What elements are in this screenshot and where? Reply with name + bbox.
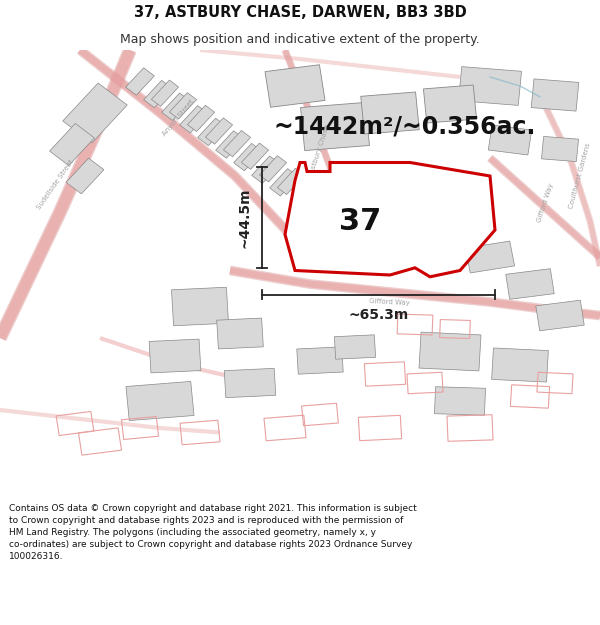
Polygon shape — [541, 136, 578, 162]
Polygon shape — [458, 67, 521, 106]
Polygon shape — [197, 118, 226, 146]
Polygon shape — [361, 92, 419, 134]
Polygon shape — [126, 381, 194, 421]
Polygon shape — [344, 194, 397, 229]
Text: 37, ASTBURY CHASE, DARWEN, BB3 3BD: 37, ASTBURY CHASE, DARWEN, BB3 3BD — [134, 5, 466, 20]
Text: Astbury Chase: Astbury Chase — [310, 124, 331, 174]
Polygon shape — [297, 347, 343, 374]
Polygon shape — [224, 368, 276, 398]
Polygon shape — [536, 300, 584, 331]
Polygon shape — [149, 339, 201, 373]
Polygon shape — [434, 387, 485, 415]
Text: Anyon Street: Anyon Street — [161, 98, 195, 137]
Polygon shape — [241, 143, 269, 169]
Polygon shape — [295, 181, 323, 207]
Polygon shape — [66, 158, 104, 194]
Text: Gifford Way: Gifford Way — [370, 298, 410, 306]
Polygon shape — [169, 92, 197, 119]
Polygon shape — [205, 118, 233, 144]
Polygon shape — [172, 288, 229, 326]
Polygon shape — [334, 335, 376, 359]
Polygon shape — [424, 85, 476, 123]
Text: ~1442m²/~0.356ac.: ~1442m²/~0.356ac. — [274, 114, 536, 139]
Polygon shape — [269, 169, 298, 196]
Polygon shape — [161, 93, 190, 121]
Polygon shape — [265, 65, 325, 108]
Polygon shape — [215, 131, 244, 158]
Polygon shape — [419, 332, 481, 371]
Polygon shape — [531, 79, 579, 111]
Polygon shape — [466, 241, 515, 273]
Polygon shape — [301, 102, 370, 151]
Polygon shape — [125, 68, 154, 95]
Polygon shape — [396, 202, 454, 240]
Text: Map shows position and indicative extent of the property.: Map shows position and indicative extent… — [120, 32, 480, 46]
Polygon shape — [506, 269, 554, 299]
Text: ~44.5m: ~44.5m — [237, 187, 251, 248]
Text: ~65.3m: ~65.3m — [349, 308, 409, 322]
Text: 37: 37 — [339, 206, 381, 236]
Polygon shape — [151, 80, 179, 106]
Polygon shape — [50, 124, 94, 166]
Polygon shape — [187, 105, 215, 131]
Text: Contains OS data © Crown copyright and database right 2021. This information is : Contains OS data © Crown copyright and d… — [9, 504, 417, 561]
Polygon shape — [63, 83, 127, 143]
Polygon shape — [233, 143, 262, 171]
Polygon shape — [217, 318, 263, 349]
Polygon shape — [143, 81, 172, 107]
Polygon shape — [259, 156, 287, 182]
Text: Sudellside Street: Sudellside Street — [35, 159, 74, 211]
Polygon shape — [179, 106, 208, 133]
Polygon shape — [251, 156, 280, 183]
Text: Coulthurst Gardens: Coulthurst Gardens — [568, 142, 592, 209]
Polygon shape — [491, 348, 548, 382]
Text: Gifford Way: Gifford Way — [536, 182, 554, 223]
Polygon shape — [488, 125, 532, 155]
Polygon shape — [223, 131, 251, 157]
Polygon shape — [285, 162, 495, 277]
Polygon shape — [277, 168, 305, 194]
